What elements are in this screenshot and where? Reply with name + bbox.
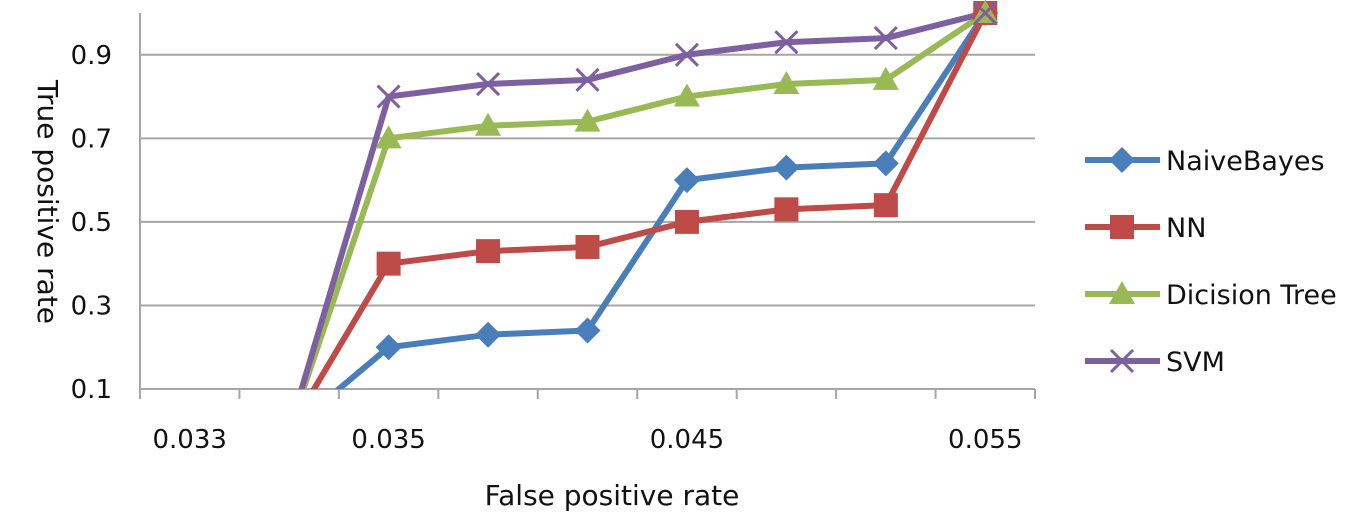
marker-square [376,251,401,276]
y-tick-label: 0.3 [71,291,112,321]
marker-x-stroke [376,84,401,109]
marker-triangle [1109,281,1135,304]
marker-square [575,234,600,259]
marker-x [873,26,898,51]
marker-x [674,42,700,67]
marker-square [674,209,699,234]
marker-x-stroke [674,42,700,67]
x-axis-title: False positive rate [485,479,740,512]
marker-x [575,67,600,92]
marker-triangle [872,66,899,90]
marker-x [973,0,998,26]
marker-square [476,239,501,264]
marker-x-stroke [1109,348,1135,374]
x-tick-label: 0.035 [351,425,425,455]
marker-x-stroke [873,26,898,51]
marker-triangle [475,112,502,136]
y-axis-title: True positive rate [31,79,64,324]
marker-square [774,197,799,222]
series-line-3 [298,10,987,389]
marker-diamond [574,317,601,344]
x-tick-label: 0.033 [153,425,227,455]
series-line-1 [310,11,988,389]
marker-square [1110,215,1134,239]
series-line-2 [300,10,987,389]
x-tick-label: 0.055 [948,425,1022,455]
marker-x-stroke [774,30,799,55]
marker-diamond [1109,147,1135,173]
marker-triangle [773,71,800,95]
y-tick-label: 0.7 [71,124,112,154]
series-line-0 [334,11,988,389]
marker-x-stroke [475,71,501,97]
legend-label: SVM [1166,347,1225,378]
legend-label: NN [1166,213,1206,244]
marker-triangle [574,108,601,132]
marker-x [376,84,401,109]
marker-square [873,193,898,218]
marker-diamond [475,321,502,348]
marker-diamond [375,334,402,361]
marker-x [1109,348,1135,374]
marker-diamond [872,150,899,177]
marker-diamond [673,167,700,194]
y-tick-label: 0.1 [71,375,112,405]
marker-triangle [673,83,700,107]
x-tick-label: 0.045 [650,425,724,455]
marker-x [774,30,799,55]
y-tick-label: 0.9 [71,41,112,71]
legend-label: NaiveBayes [1166,146,1325,177]
marker-x [475,71,501,97]
legend-label: Dicision Tree [1166,280,1337,311]
marker-triangle [375,125,402,149]
y-tick-label: 0.5 [71,208,112,238]
marker-diamond [773,154,800,181]
marker-x-stroke [973,0,998,26]
legend: NaiveBayes NN Dicision Tree SVM [1085,146,1337,378]
marker-x-stroke [575,67,600,92]
